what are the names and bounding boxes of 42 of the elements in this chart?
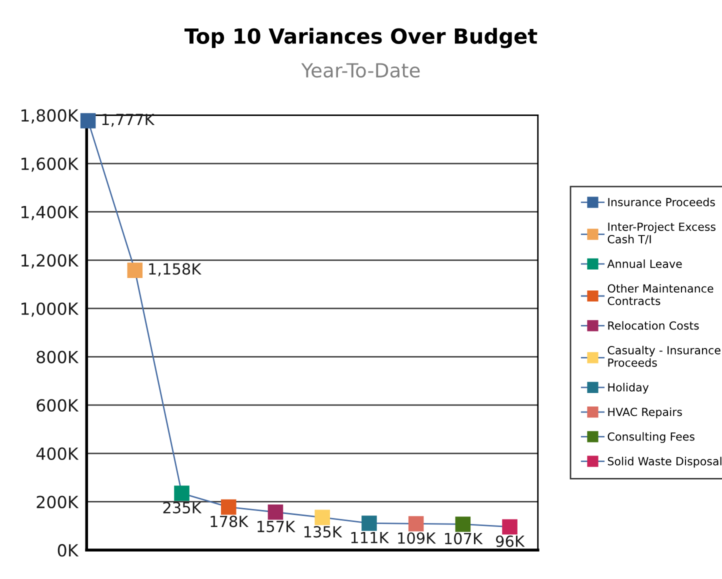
y-tick-label: 0K xyxy=(58,544,79,557)
point xyxy=(314,510,330,526)
point xyxy=(80,113,96,128)
legend-label: Casualty - Insurance Proceeds xyxy=(608,346,720,367)
data-label: 96K xyxy=(496,535,525,548)
y-tick-label: 1,600K xyxy=(21,158,79,172)
y-tick-label: 1,400K xyxy=(21,206,79,220)
data-label: 235K xyxy=(163,502,202,514)
point xyxy=(362,516,377,531)
data-label: 1,777K xyxy=(102,114,155,127)
legend-label: Other Maintenance Contracts xyxy=(608,284,714,306)
y-tick-label: 1,800K xyxy=(21,109,79,124)
y-tick-label: 400K xyxy=(36,447,79,460)
data-label: 135K xyxy=(304,526,342,538)
y-tick-label: 600K xyxy=(36,399,79,412)
legend-label: Solid Waste Disposal xyxy=(608,456,722,468)
chart-title: Top 10 Variances Over Budget xyxy=(184,28,538,48)
y-tick-label: 200K xyxy=(36,496,79,508)
legend-label: Inter-Project Excess Cash T/I xyxy=(608,222,716,244)
data-label: 178K xyxy=(210,516,249,528)
data-label: 109K xyxy=(398,532,436,544)
legend-label: Annual Leave xyxy=(607,259,682,268)
legend-label: Relocation Costs xyxy=(608,321,699,330)
y-tick-label: 1,200K xyxy=(21,254,79,268)
data-label: 157K xyxy=(258,520,296,532)
point xyxy=(408,516,424,532)
point xyxy=(127,262,143,278)
legend-label: HVAC Repairs xyxy=(608,408,682,418)
chart-subtitle: Year-To-Date xyxy=(301,63,420,78)
point xyxy=(174,486,190,501)
data-label: 1,158K xyxy=(149,263,202,276)
point xyxy=(455,516,471,532)
point xyxy=(502,519,518,534)
point xyxy=(220,499,236,515)
data-label: 107K xyxy=(445,532,483,544)
y-tick-label: 1,000K xyxy=(21,302,79,317)
y-tick-label: 800K xyxy=(36,350,79,364)
point xyxy=(268,504,284,520)
data-label: 111K xyxy=(351,532,390,544)
legend-label: Insurance Proceeds xyxy=(608,198,715,206)
legend-label: Holiday xyxy=(608,382,649,394)
legend-label: Consulting Fees xyxy=(608,432,694,443)
